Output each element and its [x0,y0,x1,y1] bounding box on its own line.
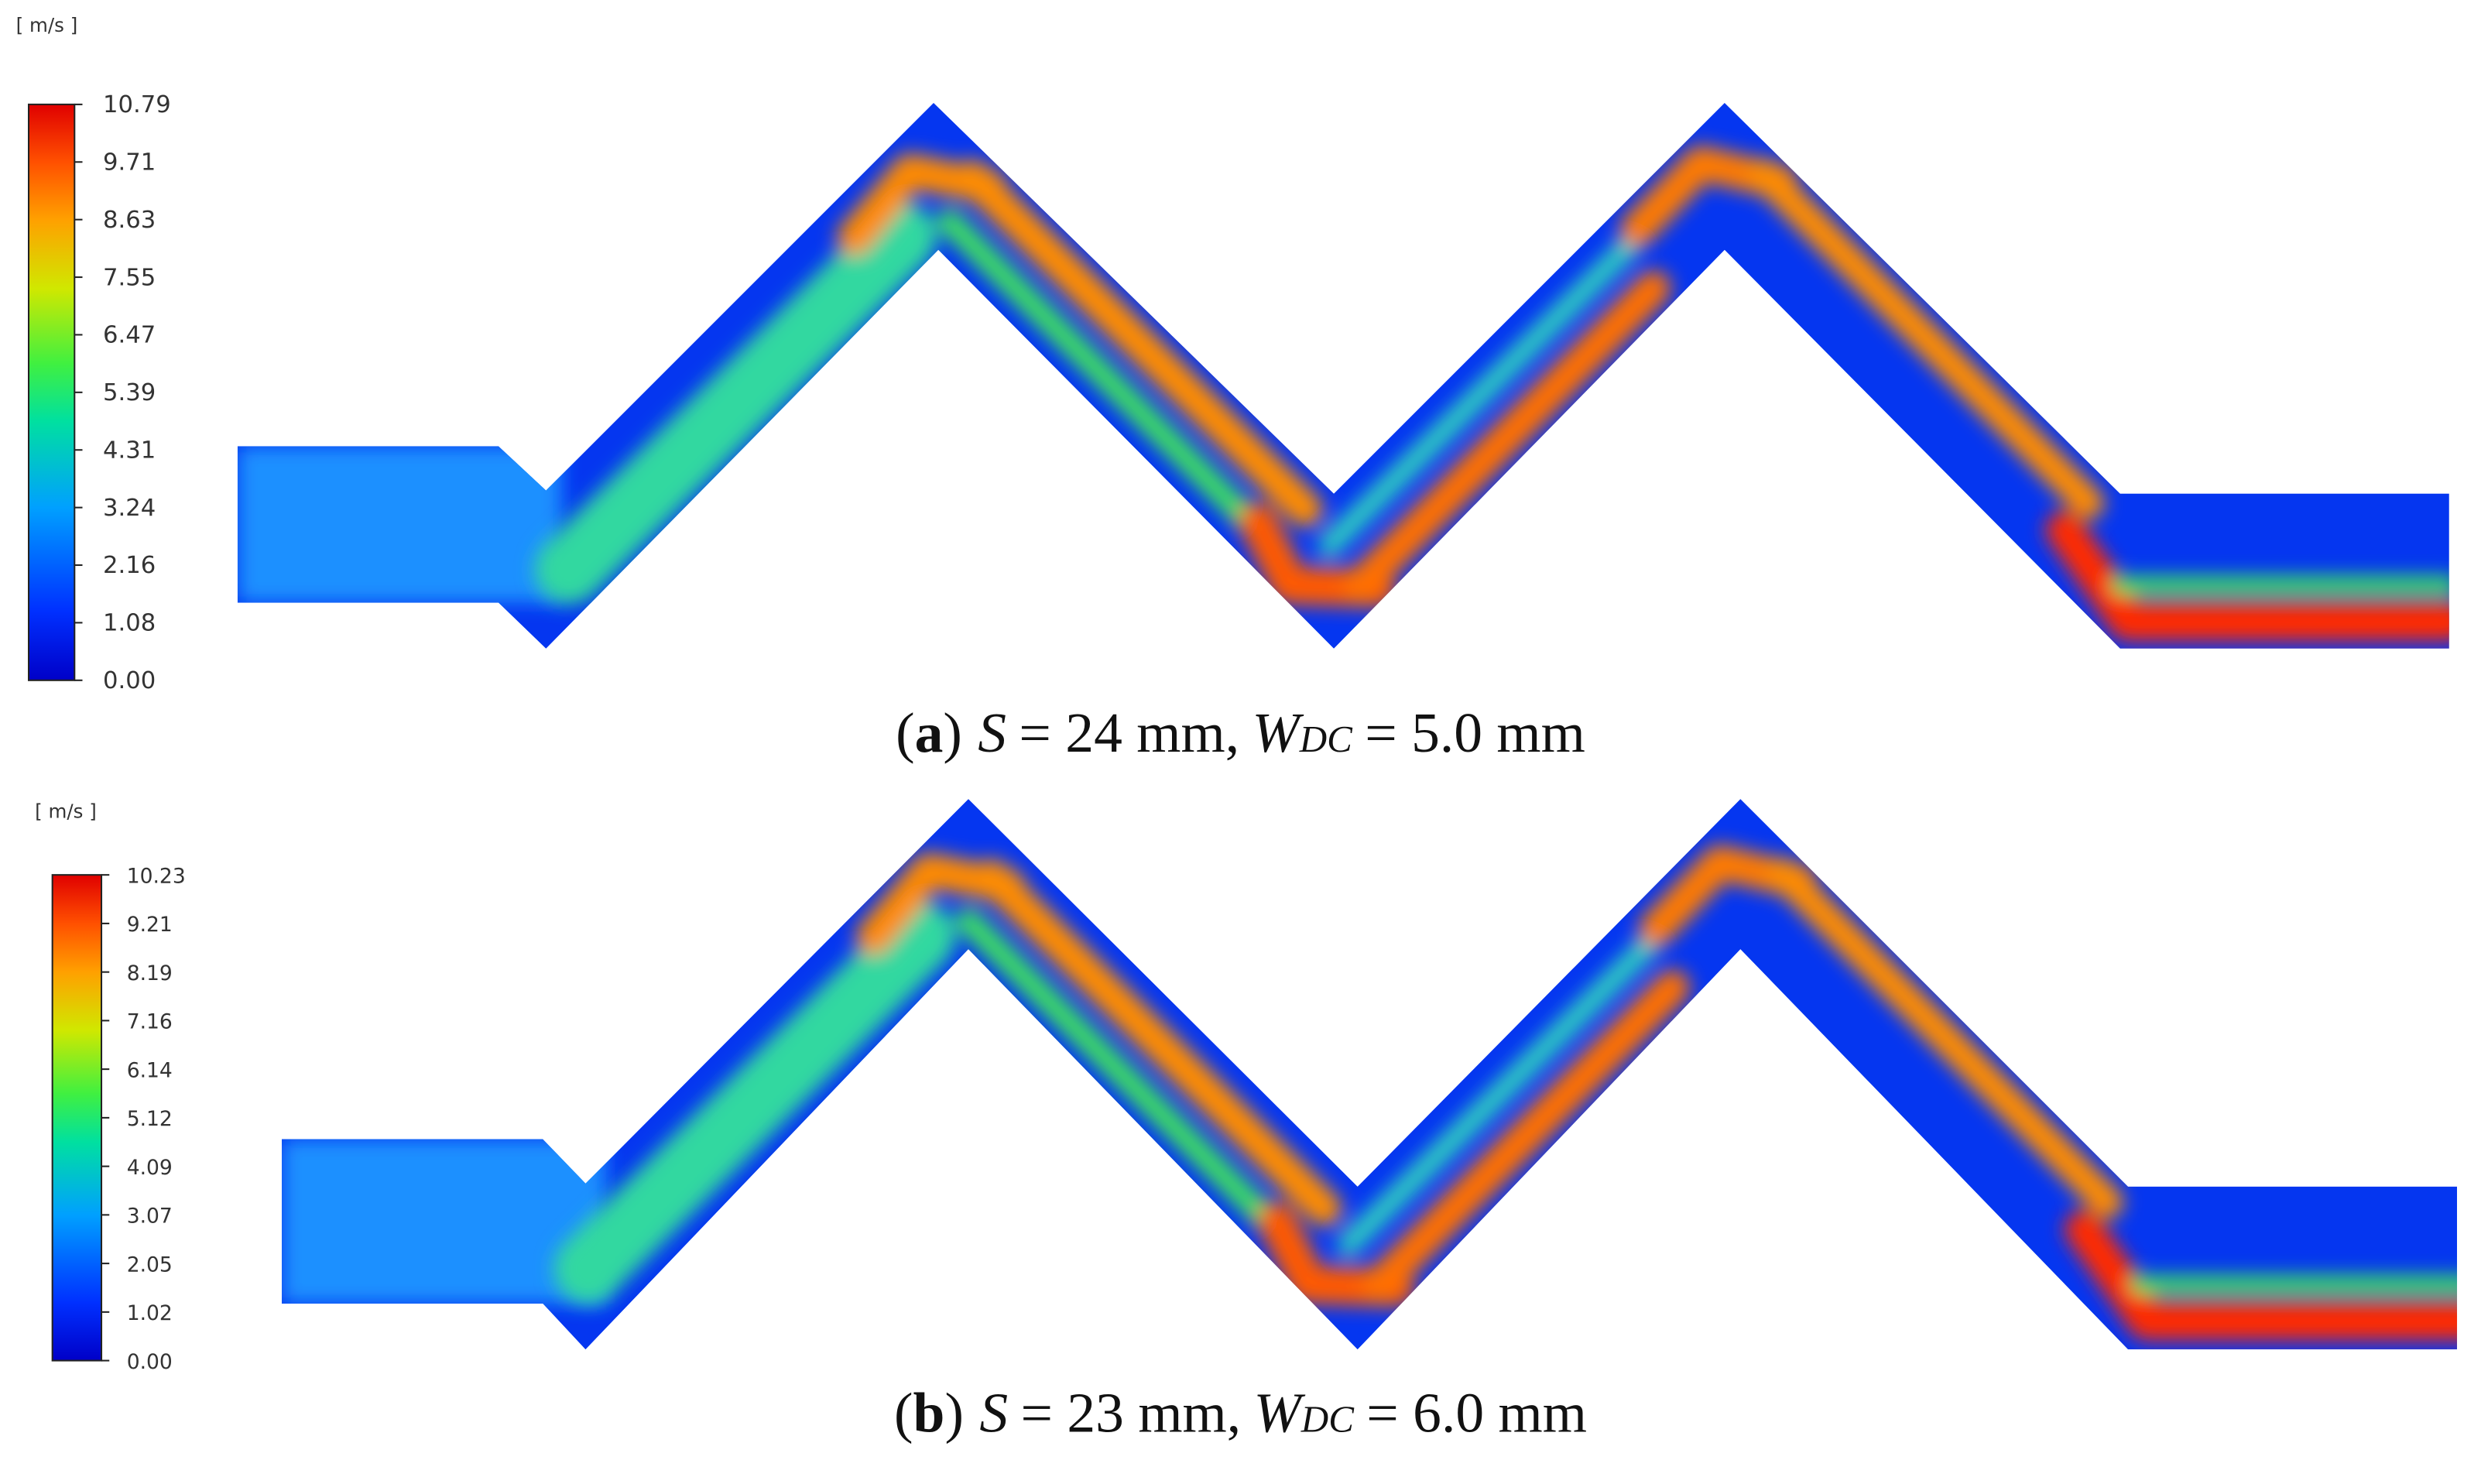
caption-part: = 5.0 mm [1365,701,1585,764]
flow-jet [1337,933,1660,1256]
flow-jet [955,159,1323,527]
flow-jet [1318,234,1641,557]
caption-part: ) [944,1381,963,1445]
caption-part: ( [896,701,914,764]
colorbar-label: 10.79 [103,91,171,118]
caption-part: S [978,701,1006,764]
caption-part: a [915,701,944,764]
flow-jet [955,908,1314,1266]
colorbar-label: 1.08 [103,610,156,637]
flow-jet [1362,969,1690,1302]
flow-jet [1748,158,2105,519]
inlet-flow [237,446,562,603]
colorbar-label: 9.71 [103,149,156,176]
caption-part: b [913,1381,945,1445]
caption: (a) S = 24 mm, WDC = 5.0 mm [896,701,1585,764]
caption-part: S [979,1381,1008,1445]
colorbar [51,874,103,1362]
caption-part: ( [894,1381,913,1445]
flow-jets [553,845,2458,1341]
flow-jet [535,202,937,605]
colorbar-label: 5.39 [103,379,156,406]
flow-jet [2065,1210,2458,1341]
colorbar-label: 2.16 [103,552,156,579]
colorbar-label: 10.23 [127,864,186,888]
flow-jet [1767,857,2123,1218]
caption-part: = 6.0 mm [1366,1381,1587,1445]
colorbar-label: 4.31 [103,437,156,464]
panel: [ m/s ] 10.79 9.71 8.63 7.55 6.47 5.39 4.31 3.24… [16,14,2449,764]
caption-part: = 24 mm, [1019,701,1239,764]
colorbar [27,103,76,681]
flow-jet [975,859,1342,1226]
channel [237,102,2449,649]
colorbar-label: 8.19 [127,961,173,985]
caption-part: W [1254,1381,1306,1445]
caption-part: W [1252,701,1304,764]
colorbar-label: 0.00 [127,1350,173,1374]
colorbar-label: 8.63 [103,207,156,234]
colorbar-unit: [ m/s ] [16,14,78,36]
colorbar-label: 3.07 [127,1205,173,1229]
caption-part: ) [943,701,961,764]
flow-jet [2045,511,2449,641]
colorbar-label: 6.14 [127,1058,173,1082]
colorbar-label: 7.55 [103,264,156,291]
colorbar-label: 4.09 [127,1156,173,1180]
colorbar-label: 0.00 [103,667,156,694]
colorbar-label: 7.16 [127,1010,173,1034]
caption-part: = 23 mm, [1021,1381,1242,1445]
colorbar-label: 2.05 [127,1253,173,1277]
caption-part: DC [1300,1398,1355,1441]
channel [282,799,2458,1350]
inlet-flow [282,1139,606,1304]
caption: (b) S = 23 mm, WDC = 6.0 mm [894,1381,1587,1445]
colorbar-label: 1.02 [127,1301,173,1325]
colorbar-label: 3.24 [103,495,156,522]
caption-part: DC [1299,718,1353,760]
colorbar-label: 9.21 [127,913,173,937]
colorbar-unit: [ m/s ] [35,800,97,823]
panel: [ m/s ] 10.23 9.21 8.19 7.16 6.14 5.12 4.09 3.07… [35,799,2458,1445]
colorbar-label: 6.47 [103,322,156,349]
colorbar-label: 5.12 [127,1107,173,1131]
flow-jets [535,146,2449,641]
flow-jet [937,208,1294,567]
flow-jet [553,901,956,1304]
flow-jet [1343,270,1671,603]
